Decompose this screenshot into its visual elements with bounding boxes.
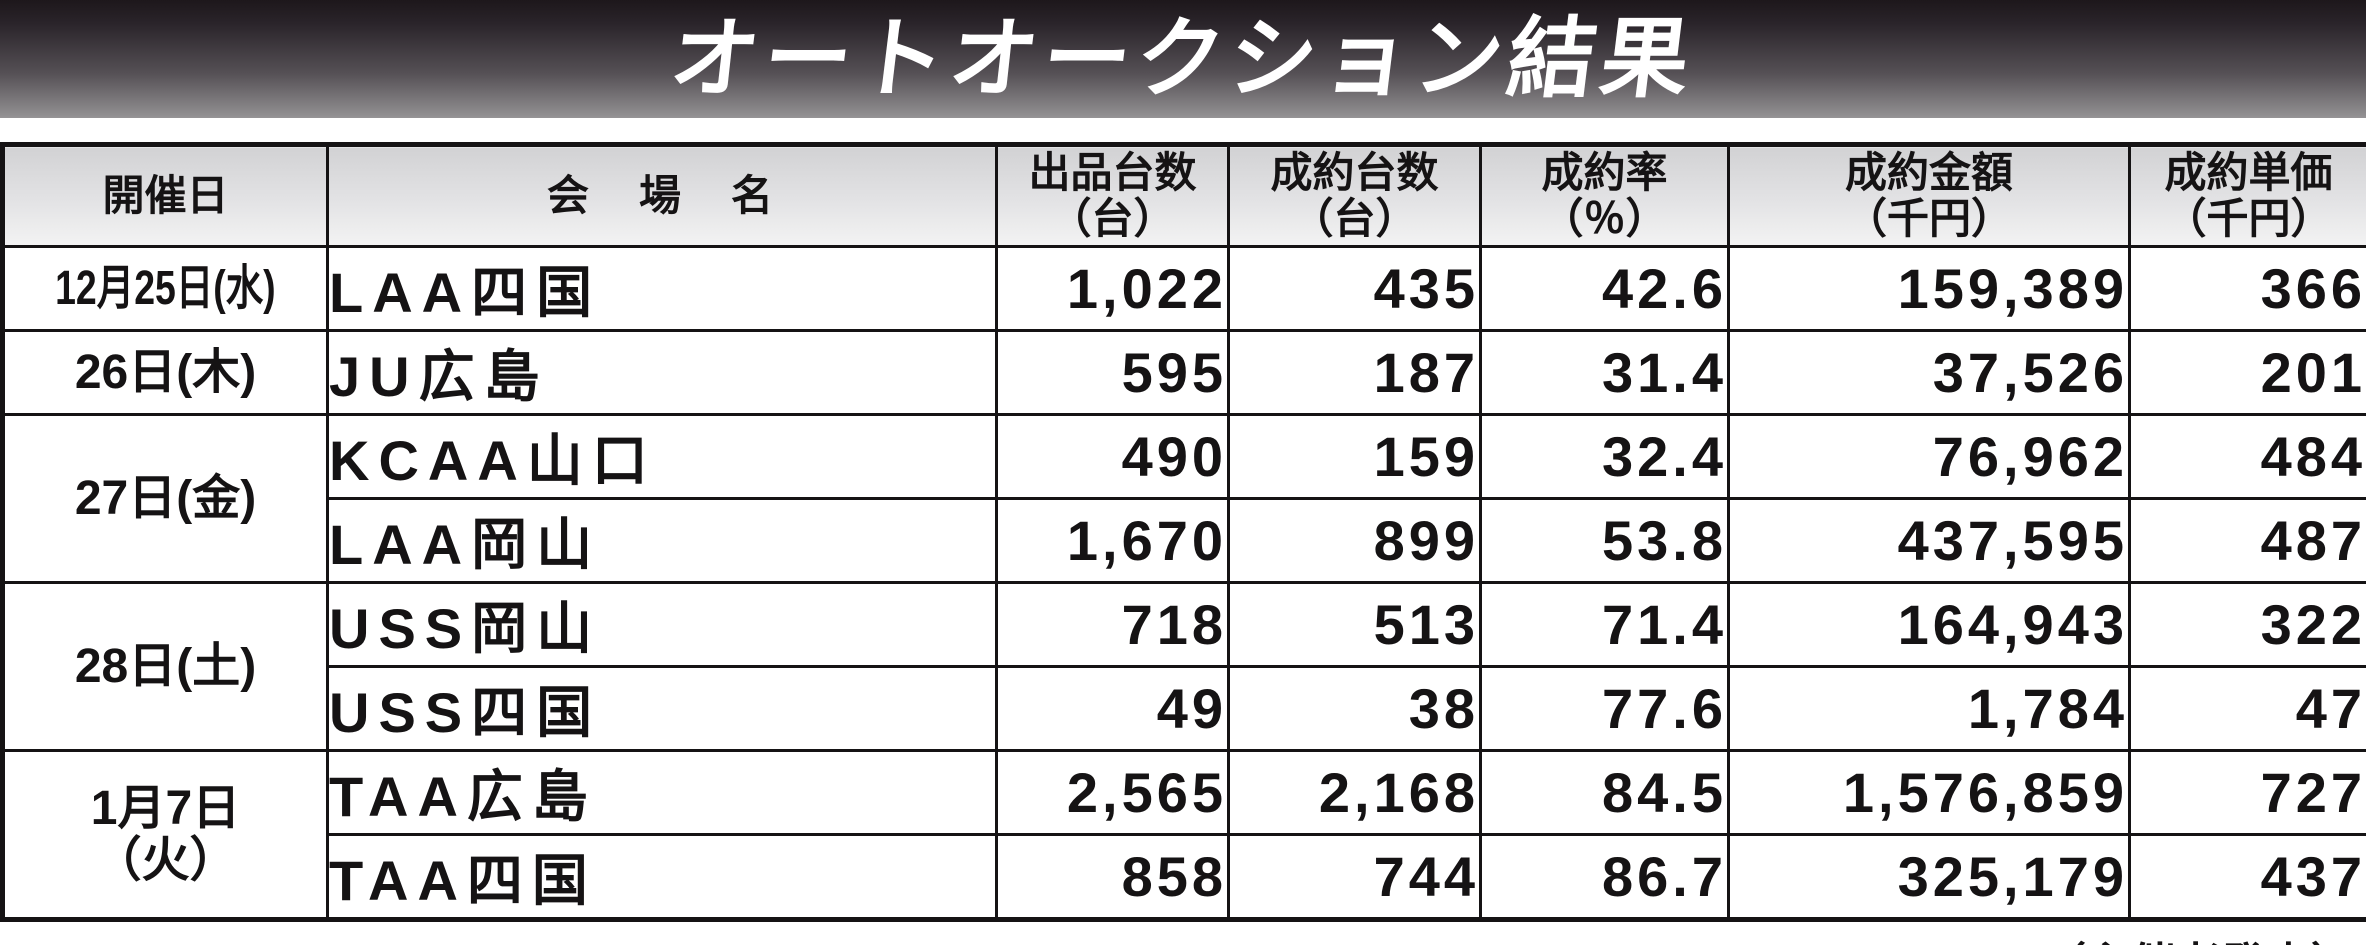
cell-amount: 437,595	[1727, 497, 2131, 584]
table-header-row: 開催日 会 場 名 出品台数 （台） 成約台数 （台） 成約率 （％）	[1, 143, 2366, 248]
cell-date: 26日(木)	[1, 329, 329, 416]
cell-unitprice: 487	[2128, 497, 2366, 584]
auction-results-table: 開催日 会 場 名 出品台数 （台） 成約台数 （台） 成約率 （％）	[0, 142, 2366, 922]
cell-listed: 595	[995, 329, 1230, 416]
cell-unitprice: 484	[2128, 413, 2366, 500]
cell-sold: 187	[1227, 329, 1482, 416]
cell-rate: 42.6	[1479, 245, 1730, 332]
table-row: USS四国 49 38 77.6 1,784 47	[3, 665, 2366, 752]
cell-amount: 76,962	[1727, 413, 2131, 500]
cell-unitprice: 437	[2128, 833, 2366, 921]
title-banner: オートオークション結果	[0, 0, 2366, 118]
table-row: TAA四国 858 744 86.7 325,179 437	[3, 833, 2366, 921]
col-header-listed-label: 出品台数	[1028, 148, 1197, 196]
cell-unitprice: 366	[2128, 245, 2366, 332]
cell-listed: 2,565	[995, 749, 1230, 836]
col-header-venue-label: 会 場 名	[546, 171, 777, 219]
cell-listed: 490	[995, 413, 1230, 500]
col-header-rate-unit: （％）	[1541, 195, 1668, 242]
cell-sold: 435	[1227, 245, 1482, 332]
col-header-sold-unit: （台）	[1291, 195, 1418, 242]
cell-sold: 513	[1227, 581, 1482, 668]
cell-rate: 77.6	[1479, 665, 1730, 752]
cell-rate: 84.5	[1479, 749, 1730, 836]
cell-date-line2: （火）	[93, 833, 238, 887]
cell-amount: 1,784	[1727, 665, 2131, 752]
col-header-amount-unit: （千円）	[1844, 195, 2013, 242]
cell-listed: 49	[995, 665, 1230, 752]
cell-venue: TAA広島	[326, 749, 998, 836]
col-header-venue: 会 場 名	[326, 143, 998, 248]
cell-date: 27日(金)	[1, 413, 329, 584]
col-header-unitprice-label: 成約単価	[2164, 148, 2333, 196]
cell-date: 1月7日 （火）	[1, 749, 329, 921]
col-header-sold-label: 成約台数	[1270, 148, 1439, 196]
cell-rate: 53.8	[1479, 497, 1730, 584]
cell-listed: 1,022	[995, 245, 1230, 332]
table-row: 1月7日 （火） TAA広島 2,565 2,168 84.5 1,576,85…	[1, 749, 2366, 921]
cell-date: 28日(土)	[1, 581, 329, 752]
cell-amount: 159,389	[1727, 245, 2131, 332]
col-header-unitprice-unit: （千円）	[2164, 195, 2333, 242]
cell-listed: 1,670	[995, 497, 1230, 584]
cell-rate: 86.7	[1479, 833, 1730, 921]
cell-amount: 164,943	[1727, 581, 2131, 668]
cell-sold: 159	[1227, 413, 1482, 500]
cell-venue: USS四国	[326, 665, 998, 752]
table-row: 12月25日(水) LAA四国 1,022 435 42.6 159,389 3…	[1, 245, 2366, 332]
cell-unitprice: 727	[2128, 749, 2366, 836]
cell-rate: 32.4	[1479, 413, 1730, 500]
cell-amount: 325,179	[1727, 833, 2131, 921]
cell-listed: 718	[995, 581, 1230, 668]
cell-venue: USS岡山	[326, 581, 998, 668]
cell-sold: 744	[1227, 833, 1482, 921]
table-row: LAA岡山 1,670 899 53.8 437,595 487	[3, 497, 2366, 584]
col-header-rate: 成約率 （％）	[1479, 143, 1730, 248]
cell-listed: 858	[995, 833, 1230, 921]
col-header-date: 開催日	[1, 143, 329, 248]
cell-amount: 1,576,859	[1727, 749, 2131, 836]
cell-sold: 899	[1227, 497, 1482, 584]
table-row: 27日(金) KCAA山口 490 159 32.4 76,962 484	[1, 413, 2366, 584]
cell-venue: JU広島	[326, 329, 998, 416]
banner-table-gap	[0, 118, 2366, 142]
cell-venue: LAA岡山	[326, 497, 998, 584]
page-title: オートオークション結果	[665, 9, 1701, 108]
table-row: 28日(土) USS岡山 718 513 71.4 164,943 322	[1, 581, 2366, 752]
table-row: 26日(木) JU広島 595 187 31.4 37,526 201	[1, 329, 2366, 416]
cell-date: 12月25日(水)	[1, 245, 329, 332]
cell-sold: 38	[1227, 665, 1482, 752]
cell-unitprice: 47	[2128, 665, 2366, 752]
col-header-listed-unit: （台）	[1049, 195, 1176, 242]
col-header-unitprice: 成約単価 （千円）	[2128, 143, 2366, 248]
cell-unitprice: 322	[2128, 581, 2366, 668]
cell-unitprice: 201	[2128, 329, 2366, 416]
col-header-rate-label: 成約率	[1541, 148, 1668, 196]
cell-venue: KCAA山口	[326, 413, 998, 500]
cell-venue: LAA四国	[326, 245, 998, 332]
cell-rate: 31.4	[1479, 329, 1730, 416]
col-header-date-label: 開催日	[102, 171, 229, 219]
col-header-amount: 成約金額 （千円）	[1727, 143, 2131, 248]
col-header-amount-label: 成約金額	[1844, 148, 2013, 196]
col-header-listed: 出品台数 （台）	[995, 143, 1230, 248]
cell-venue: TAA四国	[326, 833, 998, 921]
source-note: （主催者発表）	[0, 928, 2356, 945]
cell-date-line1: 1月7日	[90, 781, 241, 835]
cell-sold: 2,168	[1227, 749, 1482, 836]
cell-rate: 71.4	[1479, 581, 1730, 668]
cell-amount: 37,526	[1727, 329, 2131, 416]
col-header-sold: 成約台数 （台）	[1227, 143, 1482, 248]
